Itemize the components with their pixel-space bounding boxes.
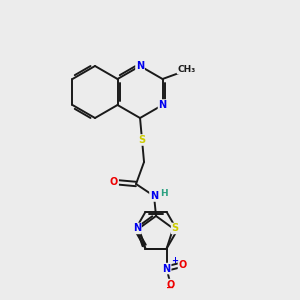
- Text: N: N: [158, 100, 166, 110]
- Text: H: H: [160, 190, 168, 199]
- Text: N: N: [163, 264, 171, 274]
- Text: −: −: [166, 283, 174, 292]
- Text: O: O: [178, 260, 187, 270]
- Text: N: N: [133, 224, 141, 233]
- Text: O: O: [167, 280, 175, 290]
- Text: +: +: [172, 256, 178, 265]
- Text: S: S: [139, 135, 145, 145]
- Text: O: O: [110, 177, 118, 187]
- Text: N: N: [150, 191, 158, 201]
- Text: CH₃: CH₃: [177, 64, 196, 74]
- Text: S: S: [172, 224, 179, 233]
- Text: N: N: [136, 61, 144, 71]
